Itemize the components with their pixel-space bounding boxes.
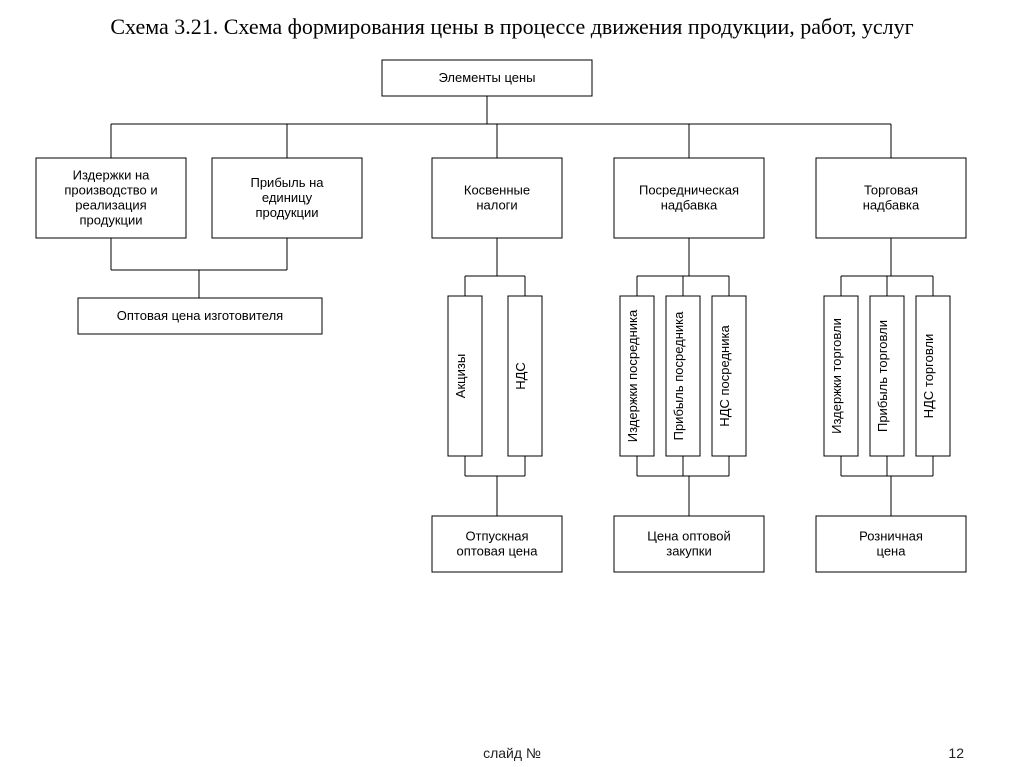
diagram-canvas: Элементы цены Издержки напроизводство ире… bbox=[0, 48, 1024, 668]
box-label: закупки bbox=[666, 543, 712, 558]
diagram-title: Схема 3.21. Схема формирования цены в пр… bbox=[0, 0, 1024, 48]
box-label: Торговая bbox=[864, 182, 918, 197]
box-label: продукции bbox=[256, 205, 319, 220]
box-label: оптовая цена bbox=[457, 543, 539, 558]
box-label: реализация bbox=[75, 197, 146, 212]
box-label: налоги bbox=[476, 197, 517, 212]
box-label: Отпускная bbox=[465, 528, 528, 543]
box-label: Косвенные bbox=[464, 182, 530, 197]
box-label: Элементы цены bbox=[438, 70, 535, 85]
vertical-label: Прибыль посредника bbox=[671, 311, 686, 441]
box-label: Розничная bbox=[859, 528, 923, 543]
box-label: Оптовая цена изготовителя bbox=[117, 308, 283, 323]
box-label: Издержки на bbox=[73, 167, 151, 182]
vertical-label: Издержки посредника bbox=[625, 309, 640, 442]
box-label: надбавка bbox=[661, 197, 718, 212]
box-label: единицу bbox=[262, 190, 313, 205]
vertical-label: НДС торговли bbox=[921, 333, 936, 418]
slide-label: слайд № bbox=[0, 745, 1024, 761]
box-label: цена bbox=[877, 543, 907, 558]
box-label: производство и bbox=[64, 182, 157, 197]
vertical-label: Издержки торговли bbox=[829, 318, 844, 434]
vertical-label: НДС bbox=[513, 362, 528, 390]
box-label: Цена оптовой bbox=[647, 528, 730, 543]
box-label: надбавка bbox=[863, 197, 920, 212]
vertical-label: Акцизы bbox=[453, 354, 468, 398]
page-number: 12 bbox=[948, 745, 964, 761]
box-label: Прибыль на bbox=[250, 175, 324, 190]
vertical-label: Прибыль торговли bbox=[875, 320, 890, 432]
vertical-label: НДС посредника bbox=[717, 324, 732, 426]
box-label: продукции bbox=[80, 212, 143, 227]
box-label: Посредническая bbox=[639, 182, 739, 197]
